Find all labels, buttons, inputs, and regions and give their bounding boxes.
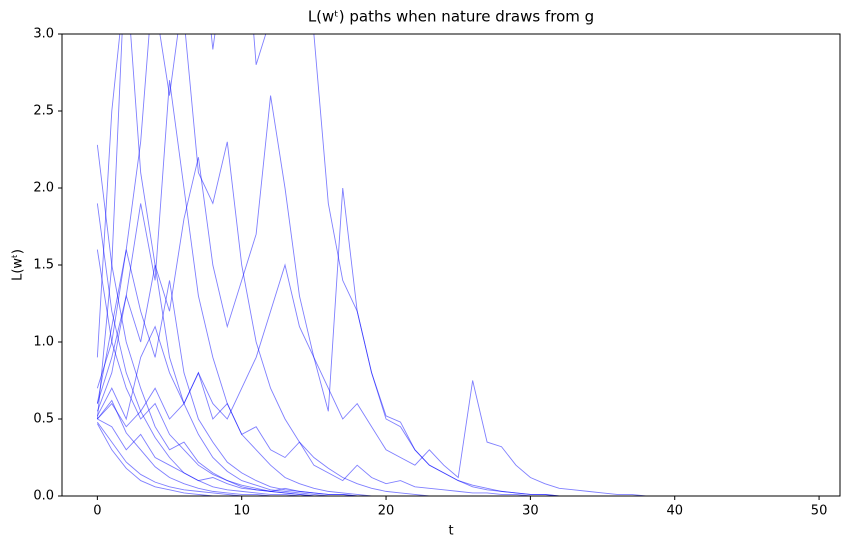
path-line [96,34,805,496]
path-line [96,249,805,496]
path-line [96,203,805,496]
path-line [96,144,805,496]
y-tick-label: 2.5 [33,104,54,119]
plot-frame [61,33,841,497]
x-tick-label: 40 [666,504,683,519]
path-line [97,418,805,496]
path-line [96,421,805,496]
y-tick-label: 2.0 [33,181,54,196]
path-line [97,263,805,496]
path-line [96,423,805,496]
plot-lines [96,34,805,496]
y-tick-label: 1.5 [33,258,54,273]
path-line [96,95,805,496]
y-tick-label: 0.5 [33,412,54,427]
x-tick-label: 0 [93,504,101,519]
x-tick-label: 10 [233,504,250,519]
path-line [96,34,805,496]
path-line [97,399,805,496]
y-tick-label: 0.0 [33,489,54,504]
y-tick-label: 1.0 [33,335,54,350]
chart-title: L(wᵗ) paths when nature draws from g [308,8,594,26]
path-line [96,249,805,496]
path-line [96,34,805,496]
path-line [96,80,805,496]
x-tick-label: 50 [811,504,828,519]
y-axis-label: L(wᵗ) [11,249,26,281]
x-tick-label: 20 [378,504,395,519]
path-line [96,325,805,496]
x-tick-label: 30 [522,504,539,519]
y-tick-label: 3.0 [33,27,54,42]
x-axis-label: t [448,524,453,539]
